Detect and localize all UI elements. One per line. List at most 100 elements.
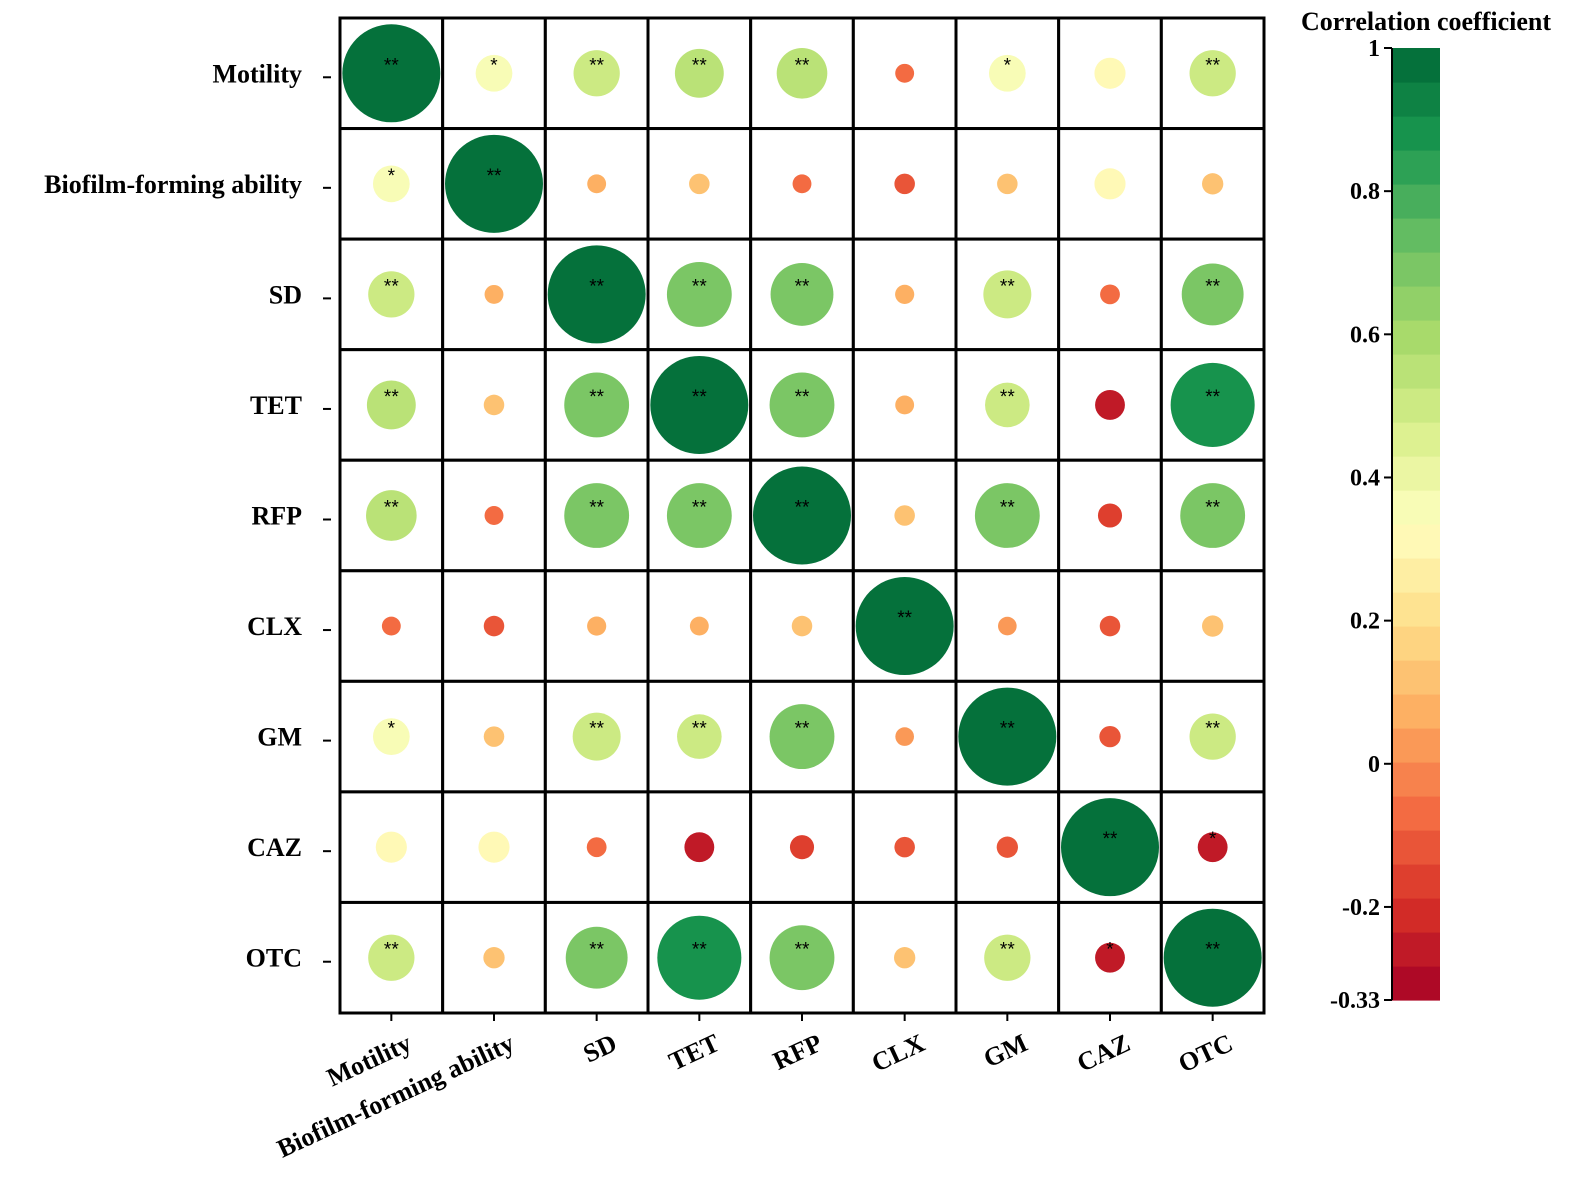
cell-clx-clx: ** [851,569,958,683]
cell-otc-motility: ** [338,900,445,1015]
colorbar-step [1392,524,1440,559]
correlation-circle [1095,942,1125,973]
colorbar-tick-label: 0.4 [1350,465,1380,491]
significance-mark: ** [589,55,604,76]
colorbar-step [1392,286,1440,321]
correlation-circle [375,831,407,863]
colorbar-step [1392,694,1440,729]
correlation-circle [483,947,505,969]
cell-clx-motility [338,569,445,683]
cell-rfp-clx [851,458,958,573]
cell-otc-biofilm-forming-ability [441,900,547,1015]
cell-motility-motility: ** [338,16,445,131]
significance-mark: ** [1205,387,1220,408]
cell-sd-caz [1057,237,1163,352]
correlation-circle [789,835,815,860]
cell-tet-motility: ** [338,348,445,462]
correlation-circle [483,726,505,747]
correlation-circle [769,704,835,770]
correlation-circle [1099,615,1121,637]
correlation-circle [1095,390,1125,420]
cell-clx-gm [954,569,1061,683]
cell-biofilm-forming-ability-biofilm-forming-ability: ** [441,127,547,241]
row-label-gm: GM [257,723,302,752]
correlation-circle [1094,57,1126,89]
significance-mark: ** [692,387,707,408]
significance-mark: * [388,719,396,740]
colorbar-step [1392,762,1440,797]
correlation-circle [1189,50,1236,97]
significance-mark: ** [1000,940,1015,961]
correlation-circle [1189,713,1236,760]
cell-caz-biofilm-forming-ability [441,790,547,904]
correlation-circle [769,372,835,438]
significance-mark: ** [384,276,399,297]
cell-clx-tet [646,569,753,683]
correlation-circle [1181,263,1244,326]
colorbar-step [1392,82,1440,117]
correlation-circle [988,54,1026,92]
cell-otc-clx [851,900,958,1015]
correlation-circle [958,687,1057,786]
significance-mark: ** [795,498,810,519]
cell-clx-rfp [749,569,855,683]
correlation-circle [475,54,513,92]
significance-mark: ** [692,719,707,740]
significance-mark: ** [795,719,810,740]
cell-gm-caz [1057,679,1163,794]
cell-biofilm-forming-ability-tet [646,127,753,241]
significance-mark: ** [384,940,399,961]
correlation-circle [1099,725,1121,748]
colorbar-tick-label: -0.33 [1330,988,1380,1014]
correlation-circle [366,380,416,430]
significance-mark: ** [589,719,604,740]
col-label-otc: OTC [1174,1028,1237,1078]
cell-motility-sd: ** [543,16,650,131]
colorbar-step [1392,354,1440,389]
col-label-gm: GM [979,1028,1032,1073]
cell-sd-tet: ** [646,237,753,352]
significance-mark: ** [1000,498,1015,519]
significance-mark: ** [1000,719,1015,740]
cell-rfp-motility: ** [338,458,445,573]
cell-motility-biofilm-forming-ability: * [441,16,547,131]
correlation-circle [1170,362,1255,447]
correlation-circle [1197,832,1228,863]
cell-clx-sd [543,569,650,683]
correlation-circle [1100,284,1120,305]
correlation-circle [1202,173,1224,195]
correlation-circle [573,50,620,97]
colorbar-step [1392,456,1440,491]
cell-tet-rfp: ** [749,348,855,462]
colorbar-tick-label: -0.2 [1342,895,1380,921]
correlation-circle [1097,503,1123,528]
correlation-circle [587,174,607,194]
correlation-circle [666,483,732,548]
significance-mark: ** [384,387,399,408]
cell-biofilm-forming-ability-caz [1057,127,1163,241]
significance-mark: ** [1000,276,1015,297]
cell-biofilm-forming-ability-gm [954,127,1061,241]
colorbar-title: Correlation coefficient [1301,7,1551,36]
significance-mark: ** [1205,55,1220,76]
cell-clx-otc [1159,569,1266,683]
cell-motility-tet: ** [646,16,753,131]
correlation-circle [984,934,1031,981]
colorbar-tick-label: 0.6 [1350,322,1380,348]
significance-mark: * [1004,55,1012,76]
correlation-circle [483,394,505,416]
row-label-caz: CAZ [247,833,302,862]
cell-rfp-tet: ** [646,458,753,573]
significance-mark: ** [795,276,810,297]
correlation-circle [372,165,410,203]
cell-motility-rfp: ** [749,16,855,131]
significance-mark: ** [1103,829,1118,850]
correlation-circle [996,836,1018,858]
correlation-circle [677,714,722,759]
cell-biofilm-forming-ability-rfp [749,127,855,241]
cell-tet-biofilm-forming-ability [441,348,547,462]
correlation-circle [381,616,401,636]
cell-gm-biofilm-forming-ability [441,679,547,794]
correlation-circle [368,271,415,318]
colorbar-step [1392,218,1440,253]
